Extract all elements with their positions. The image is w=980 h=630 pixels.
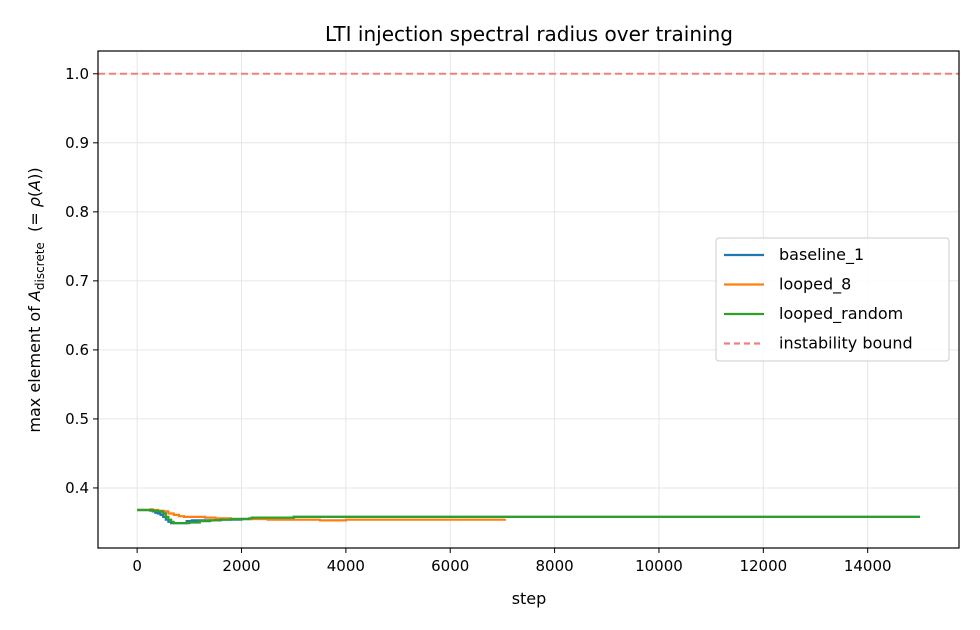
y-label-var: A — [25, 290, 44, 302]
x-tick-label: 6000 — [431, 557, 469, 575]
y-label-prefix: max element of — [25, 301, 44, 433]
y-tick-label: 0.4 — [65, 479, 89, 497]
y-label-sub: discrete — [33, 242, 47, 290]
y-tick-label: 0.6 — [65, 341, 89, 359]
y-label-rho-arg: A — [25, 180, 44, 192]
legend-box — [715, 237, 950, 362]
y-tick-label: 0.8 — [65, 203, 89, 221]
y-label-suffix-open: (= — [25, 207, 44, 242]
legend: baseline_1 looped_8 looped_random instabili… — [715, 237, 950, 362]
tick-layer: 0 2000 4000 6000 8000 10000 12000 14000 0.4 0.5 0.… — [65, 65, 891, 575]
series-line-looped-random — [137, 508, 920, 525]
x-tick-label: 10000 — [635, 557, 683, 575]
chart-title: LTI injection spectral radius over train… — [325, 22, 733, 46]
y-label-paren-open: ( — [25, 191, 44, 197]
legend-label: instability bound — [779, 334, 913, 353]
series-layer — [98, 72, 959, 525]
legend-label: baseline_1 — [779, 245, 864, 265]
y-label-paren-close: )) — [25, 167, 44, 179]
plot-frame — [97, 50, 960, 549]
y-tick-label: 0.5 — [65, 410, 89, 428]
grid-layer — [98, 51, 959, 548]
x-tick-label: 12000 — [739, 557, 787, 575]
legend-items: baseline_1 looped_8 looped_random instabili… — [724, 245, 913, 353]
x-tick-label: 2000 — [222, 557, 260, 575]
y-tick-label: 0.9 — [65, 134, 89, 152]
legend-label: looped_8 — [779, 275, 851, 295]
y-axis-label: max element of Adiscrete (= ρ(A)) — [25, 167, 47, 432]
x-axis-label: step — [512, 589, 547, 608]
x-tick-label: 0 — [132, 557, 142, 575]
x-tick-label: 14000 — [844, 557, 892, 575]
legend-label: looped_random — [779, 304, 903, 324]
x-tick-label: 8000 — [535, 557, 573, 575]
y-label-rho: ρ — [25, 197, 44, 207]
x-tick-label: 4000 — [327, 557, 365, 575]
y-tick-label: 1.0 — [65, 65, 89, 83]
y-tick-label: 0.7 — [65, 272, 89, 290]
